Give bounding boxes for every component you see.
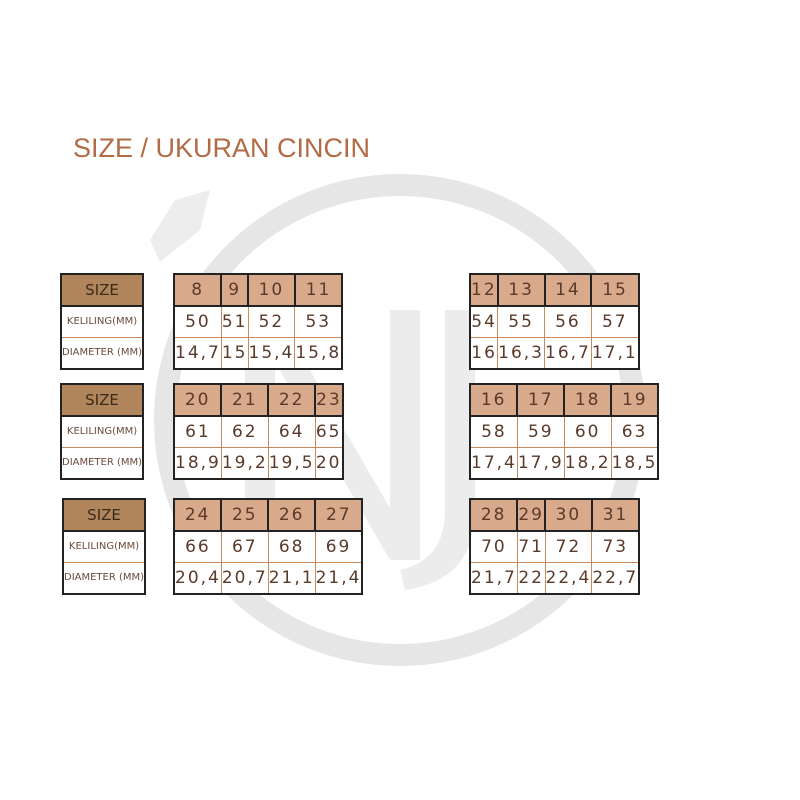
diameter-cell: 21,7: [469, 562, 518, 595]
keliling-cell: 52: [247, 305, 296, 338]
label-diameter: DIAMETER (MM): [62, 562, 146, 595]
diameter-cell: 22,4: [544, 562, 593, 595]
keliling-cell: 73: [591, 530, 640, 563]
diameter-cell: 21,4: [314, 562, 363, 595]
keliling-cell: 51: [220, 305, 249, 338]
keliling-cell: 58: [469, 415, 518, 448]
label-keliling: KELILING(MM): [60, 415, 144, 448]
label-column: SIZE KELILING(MM) DIAMETER (MM): [60, 383, 145, 480]
label-size: SIZE: [60, 383, 144, 417]
sizes-cell: 8: [172, 273, 222, 307]
diameter-cell: 17,4: [469, 447, 518, 480]
label-column: SIZE KELILING(MM) DIAMETER (MM): [62, 498, 147, 595]
diameter-cell: 20,4: [173, 562, 222, 595]
diameter-cell: 14,7: [173, 337, 222, 370]
label-column: SIZE KELILING(MM) DIAMETER (MM): [60, 273, 145, 370]
diameter-cell: 15,4: [247, 337, 296, 370]
sizes-cell: 22: [267, 383, 316, 417]
keliling-cell: 62: [220, 415, 269, 448]
sizes-cell: 16: [468, 383, 518, 417]
diameter-cell: 22: [516, 562, 546, 595]
label-keliling: KELILING(MM): [62, 530, 146, 563]
keliling-cell: 63: [610, 415, 659, 448]
diameter-cell: 21,1: [267, 562, 316, 595]
size-table: 28 29 30 31 70 71 72 73 21,7 22 22,4 22,7: [468, 498, 641, 595]
diameter-cell: 18,2: [563, 447, 612, 480]
keliling-cell: 56: [544, 305, 592, 338]
sizes-cell: 25: [220, 498, 269, 532]
sizes-cell: 9: [220, 273, 249, 307]
sizes-cell: 10: [247, 273, 296, 307]
sizes-cell: 24: [172, 498, 222, 532]
keliling-cell: 68: [267, 530, 316, 563]
sizes-cell: 29: [516, 498, 546, 532]
sizes-cell: 21: [220, 383, 269, 417]
sizes-cell: 12: [469, 273, 499, 307]
diameter-cell: 18,9: [173, 447, 222, 480]
keliling-cell: 66: [173, 530, 222, 563]
keliling-cell: 61: [173, 415, 222, 448]
diameter-cell: 19,5: [267, 447, 316, 480]
diamond-icon: [150, 190, 210, 262]
label-size: SIZE: [62, 498, 146, 532]
page-title: SIZE / UKURAN CINCIN: [73, 133, 371, 163]
diameter-cell: 16: [469, 337, 499, 370]
keliling-cell: 53: [294, 305, 343, 338]
keliling-cell: 60: [563, 415, 612, 448]
diameter-cell: 17,1: [590, 337, 640, 370]
keliling-cell: 59: [516, 415, 565, 448]
keliling-cell: 54: [469, 305, 499, 338]
sizes-cell: 13: [496, 273, 545, 307]
label-keliling: KELILING(MM): [60, 305, 144, 338]
sizes-cell: 18: [563, 383, 612, 417]
keliling-cell: 67: [220, 530, 269, 563]
sizes-cell: 11: [293, 273, 343, 307]
sizes-cell: 27: [314, 498, 363, 532]
sizes-cell: 15: [590, 273, 640, 307]
diameter-cell: 15,8: [294, 337, 343, 370]
sizes-cell: 28: [468, 498, 518, 532]
keliling-cell: 69: [314, 530, 363, 563]
keliling-cell: 57: [590, 305, 640, 338]
diameter-cell: 16,7: [544, 337, 592, 370]
label-size: SIZE: [60, 273, 144, 307]
keliling-cell: 70: [469, 530, 518, 563]
diameter-cell: 17,9: [516, 447, 565, 480]
diameter-cell: 15: [220, 337, 249, 370]
sizes-cell: 30: [544, 498, 593, 532]
diameter-cell: 18,5: [610, 447, 659, 480]
diameter-cell: 22,7: [591, 562, 640, 595]
keliling-cell: 64: [267, 415, 316, 448]
keliling-cell: 50: [173, 305, 222, 338]
sizes-cell: 23: [314, 383, 344, 417]
sizes-cell: 20: [172, 383, 222, 417]
keliling-cell: 72: [544, 530, 593, 563]
label-diameter: DIAMETER (MM): [60, 337, 144, 370]
sizes-cell: 31: [590, 498, 640, 532]
sizes-cell: 19: [610, 383, 659, 417]
size-table: 24 25 26 27 66 67 68 69 20,4 20,7 21,1 21,4: [172, 498, 364, 595]
diameter-cell: 19,2: [220, 447, 269, 480]
size-table: 12 13 14 15 54 55 56 57 16 16,3 16,7 17,1: [469, 273, 640, 370]
size-table: 8 9 10 11 50 51 52 53 14,7 15 15,4 15,8: [172, 273, 344, 370]
diameter-cell: 20: [314, 447, 344, 480]
label-diameter: DIAMETER (MM): [60, 447, 144, 480]
diameter-cell: 16,3: [497, 337, 545, 370]
sizes-cell: 14: [543, 273, 592, 307]
keliling-cell: 71: [516, 530, 546, 563]
size-table: 16 17 18 19 58 59 60 63 17,4 17,9 18,2 18,5: [468, 383, 660, 480]
keliling-cell: 55: [497, 305, 545, 338]
keliling-cell: 65: [314, 415, 344, 448]
size-table: 20 21 22 23 61 62 64 65 18,9 19,2 19,5 20: [172, 383, 344, 480]
sizes-cell: 26: [267, 498, 316, 532]
sizes-cell: 17: [516, 383, 565, 417]
diameter-cell: 20,7: [220, 562, 269, 595]
